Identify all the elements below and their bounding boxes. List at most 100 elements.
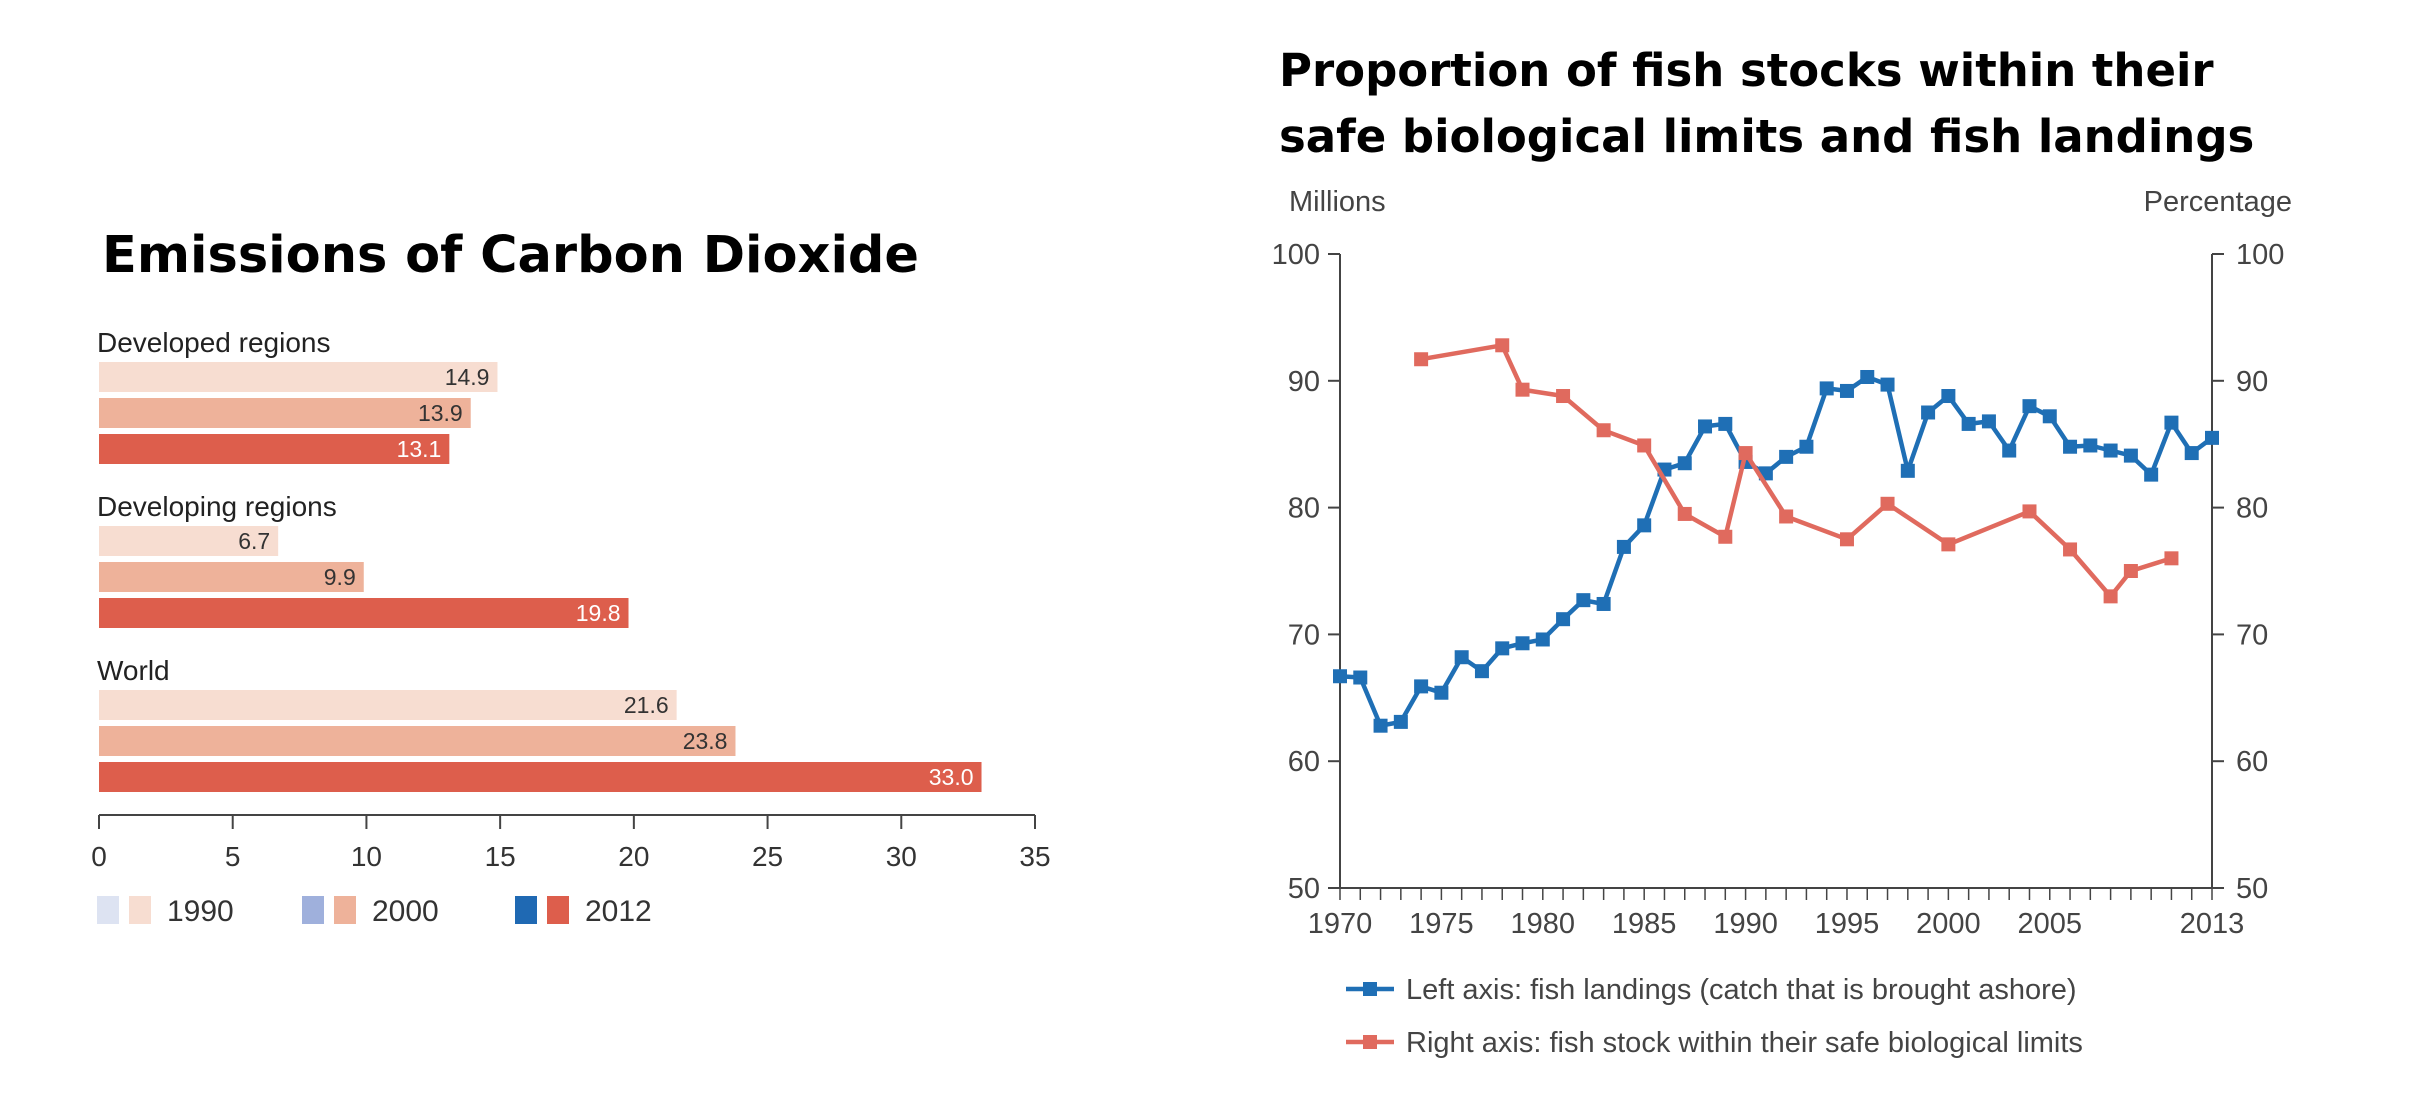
x-tick-label: 2005 [2018,908,2083,940]
x-tick-label: 1970 [1308,908,1373,940]
group-label: Developed regions [97,327,331,358]
legend-label: 2000 [372,895,439,928]
fish-landings-point [1718,416,1733,431]
fish-stock-line [1420,343,2173,599]
fish-landings-point [1474,664,1489,679]
fish-stock-point [1495,338,1510,353]
x-tick-label: 15 [485,841,516,872]
fish-landings-point [1921,405,1936,420]
x-tick-label: 30 [886,841,917,872]
bar-value-label: 21.6 [624,692,669,718]
x-tick-label: 10 [351,841,382,872]
legend-label: Left axis: fish landings (catch that is … [1406,974,2077,1006]
bar-value-label: 14.9 [445,364,490,390]
fish-stock-point [1677,506,1692,521]
group-label: World [97,655,170,686]
legend-label: 1990 [167,895,234,928]
right-y-tick-label: 60 [2236,746,2268,778]
legend-swatch-alt [302,896,324,924]
fish-stock-point [1637,438,1652,453]
fish-landings-point [2063,439,2078,454]
x-tick-label: 0 [91,841,107,872]
bar [99,690,677,720]
bar-value-label: 13.9 [418,400,463,426]
legend-marker [1363,1035,1377,1049]
right-y-tick-label: 100 [2236,239,2284,271]
bar-value-label: 9.9 [324,564,356,590]
left-y-tick-label: 80 [1288,493,1320,525]
bar [99,398,471,428]
fish-landings-point [1434,685,1449,700]
fish-landings-point [2103,443,2118,458]
fish-stock-point [1414,352,1429,367]
legend-marker [1363,982,1377,996]
x-tick-label: 1980 [1511,908,1576,940]
fish-landings-line [1339,374,2214,728]
group-label: Developing regions [97,491,337,522]
fish-landings-point [1454,650,1469,665]
fish-chart-title: Proportion of fish stocks within their s… [1279,44,2255,163]
fish-stock-point [1779,509,1794,524]
fish-landings-point [2184,446,2199,461]
fish-landings-point [2042,409,2057,424]
fish-stock-point [1880,496,1895,511]
x-tick-label: 35 [1019,841,1050,872]
fish-landings-point [1637,518,1652,533]
right-axis-label: Percentage [2144,186,2292,218]
fish-landings-point [1981,414,1996,429]
right-y-tick-label: 70 [2236,619,2268,651]
bar [99,434,450,464]
left-y-tick-label: 50 [1288,873,1320,905]
fish-stock-point [1515,382,1530,397]
fish-landings-point [1616,539,1631,554]
fish-stock-point [1839,532,1854,547]
bar [99,526,279,556]
fish-stock-point [1941,537,1956,552]
fish-landings-point [1393,714,1408,729]
fish-landings-point [2205,430,2219,445]
fish-landings-point [1576,593,1591,608]
co2-chart-title: Emissions of Carbon Dioxide [102,226,920,285]
x-tick-label: 5 [225,841,241,872]
x-tick-label: 1975 [1409,908,1474,940]
fish-landings-point [1941,389,1956,404]
x-tick-label: 20 [618,841,649,872]
bar-value-label: 13.1 [397,436,442,462]
fish-stock-point [2164,551,2179,566]
fish-landings-point [2123,448,2138,463]
x-tick-label: 1990 [1713,908,1778,940]
fish-landings-point [1880,377,1895,392]
legend-swatch [334,896,356,924]
fish-landings-point [1373,718,1388,733]
left-y-tick-label: 70 [1288,619,1320,651]
right-y-tick-label: 50 [2236,873,2268,905]
fish-stock-point [1556,389,1571,404]
legend-swatch [129,896,151,924]
fish-landings-point [1556,612,1571,627]
legend-swatch-alt [515,896,537,924]
bar-value-label: 19.8 [576,600,621,626]
fish-landings-point [1961,416,1976,431]
bar [99,598,629,628]
fish-landings-point [1333,669,1347,684]
fish-landings-point [1819,381,1834,396]
fish-landings-point [2144,467,2159,482]
left-axis-label: Millions [1289,186,1386,218]
bar-value-label: 6.7 [238,528,270,554]
left-y-tick-label: 100 [1272,239,1320,271]
bar [99,726,736,756]
fish-landings-point [1535,632,1550,647]
fish-landings-point [1515,636,1530,651]
legend-label: Right axis: fish stock within their safe… [1406,1027,2083,1059]
fish-landings-point [1799,439,1814,454]
fish-landings-point [1414,679,1429,694]
fish-stock-point [2022,504,2037,519]
legend-swatch [547,896,569,924]
fish-landings-point [1839,383,1854,398]
fish-landings-point [2083,438,2098,453]
fish-landings-point [1779,449,1794,464]
fish-stock-point [1738,446,1753,461]
fish-stock-point [1596,423,1611,438]
co2-bar-chart: Developed regions 14.9 13.9 13.1 Developing … [91,327,1050,928]
